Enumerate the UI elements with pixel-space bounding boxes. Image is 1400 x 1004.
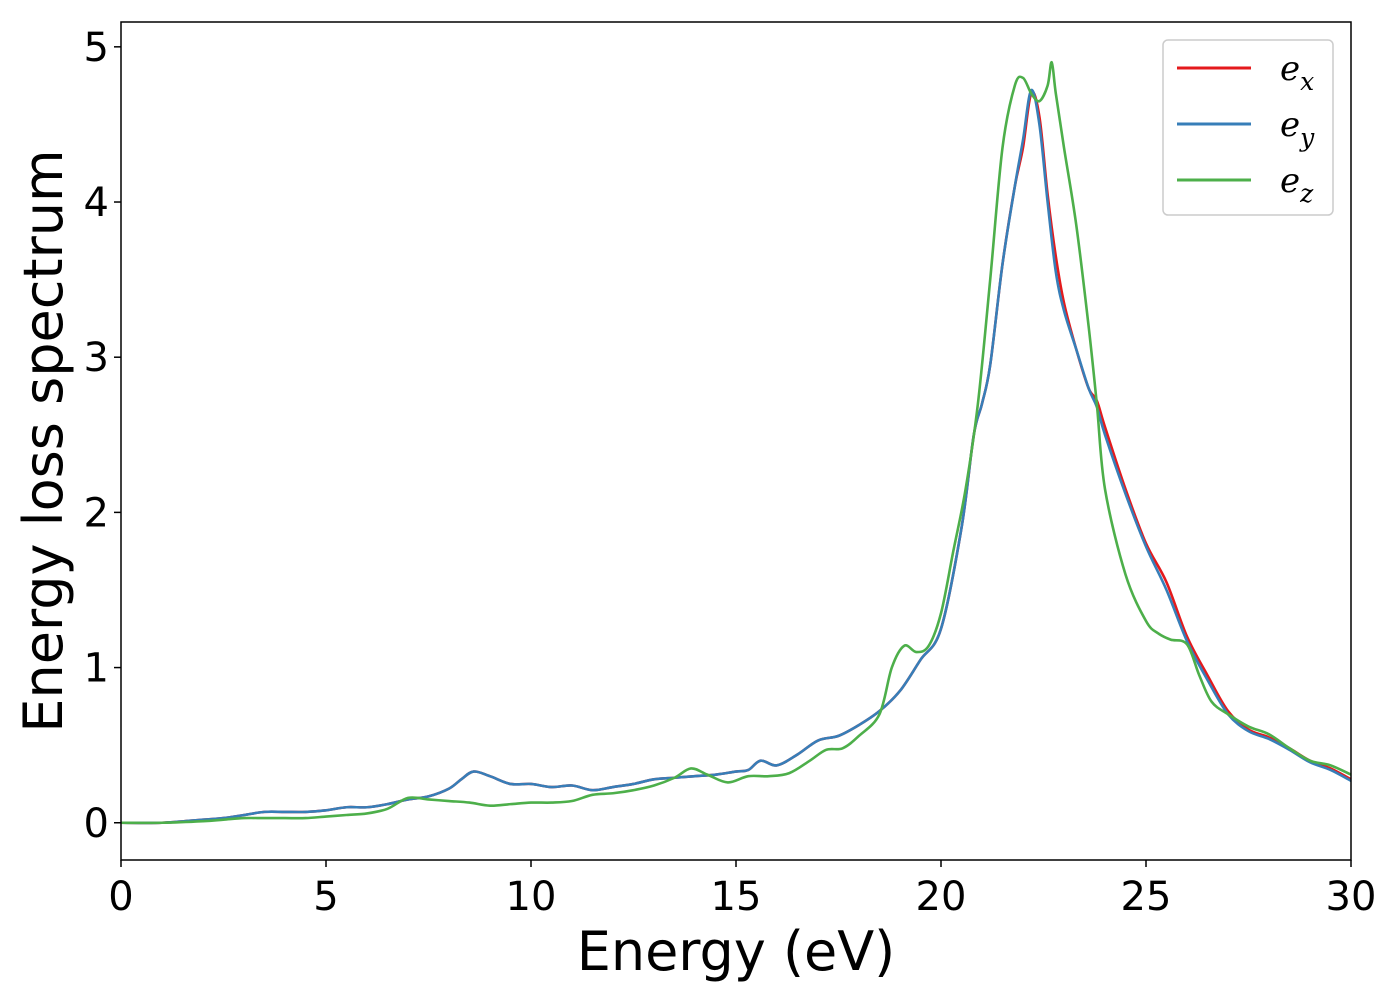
x-axis-ticks: 0 5 10 15 20 25 30 bbox=[108, 860, 1376, 920]
legend-label-subscript: x bbox=[1300, 67, 1314, 96]
x-tick-label: 25 bbox=[1121, 874, 1172, 920]
series-layer bbox=[121, 61, 1351, 825]
y-tick-label: 5 bbox=[84, 25, 109, 71]
x-tick-label: 30 bbox=[1326, 874, 1377, 920]
legend-label-z: ez bbox=[1280, 161, 1314, 208]
legend-label-base: e bbox=[1280, 105, 1300, 145]
y-axis-ticks: 0 1 2 3 4 5 bbox=[84, 25, 121, 847]
y-axis-title: Energy loss spectrum bbox=[12, 149, 75, 732]
x-tick-label: 10 bbox=[506, 874, 557, 920]
x-axis-title: Energy (eV) bbox=[577, 920, 896, 983]
legend-label-subscript: z bbox=[1299, 179, 1314, 208]
y-tick-label: 1 bbox=[84, 646, 109, 692]
legend-label-base: e bbox=[1280, 49, 1300, 89]
legend-label-subscript: y bbox=[1299, 123, 1315, 152]
x-tick-label: 5 bbox=[313, 874, 338, 920]
y-tick-label: 4 bbox=[84, 180, 109, 226]
legend-label-base: e bbox=[1280, 161, 1300, 201]
x-tick-label: 15 bbox=[711, 874, 762, 920]
y-tick-label: 2 bbox=[84, 490, 109, 536]
y-tick-label: 3 bbox=[84, 335, 109, 381]
series-line-e-z bbox=[121, 61, 1351, 825]
legend-box bbox=[1162, 39, 1334, 216]
y-tick-label: 0 bbox=[84, 801, 109, 847]
x-tick-label: 20 bbox=[916, 874, 967, 920]
x-tick-label: 0 bbox=[108, 874, 133, 920]
legend-label-x: ex bbox=[1280, 49, 1314, 96]
legend-label-y: ey bbox=[1280, 105, 1315, 152]
